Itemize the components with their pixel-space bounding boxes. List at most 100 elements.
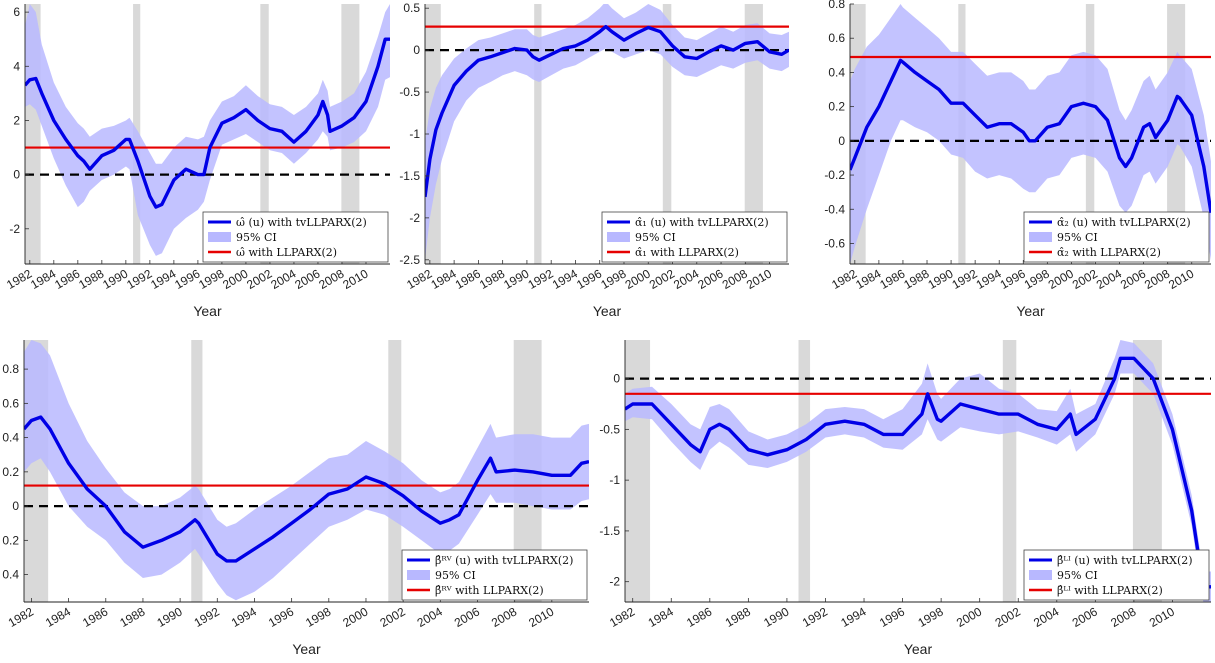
legend-entry-label: 95% CI (635, 231, 676, 244)
legend: β̂ᴸᴵ (u) with tvLLPARX(2) 95% CI β̂ᴸᴵ with… (1023, 549, 1210, 601)
recession-band (744, 4, 763, 264)
y-tick-label: 0.2 (2, 533, 19, 547)
y-tick-label: -2.5 (399, 253, 420, 267)
estimate-line (425, 24, 789, 198)
x-tick-label: 2000 (340, 604, 370, 630)
chart-panel-alpha2: -0.6-0.4-0.200.20.40.60.8198219841986198… (824, 0, 1211, 319)
x-tick-label: 2010 (744, 266, 774, 292)
ci-band (25, 4, 390, 256)
legend-entry-label: α̂₁ with LLPARX(2) (635, 246, 739, 259)
y-tick-label: 0.8 (828, 0, 845, 11)
estimate-line (24, 415, 589, 563)
y-tick-label: -1 (409, 127, 420, 141)
y-tick-label: -0.2 (824, 168, 845, 182)
recession-band (191, 340, 203, 602)
x-tick-label: 1990 (154, 604, 184, 630)
x-axis-label: Year (593, 303, 622, 319)
y-tick-label: 4 (13, 59, 20, 73)
y-tick-label: 0.6 (828, 31, 845, 45)
x-tick-label: 1992 (192, 604, 222, 630)
legend-swatch-ci (1029, 570, 1052, 580)
legend-swatch-ci (607, 232, 630, 242)
y-tick-label: 2 (13, 113, 20, 127)
x-tick-label: 1988 (723, 604, 753, 630)
ci-band (625, 340, 1211, 602)
x-tick-label: 2002 (378, 604, 408, 630)
x-tick-label: 1996 (877, 604, 907, 630)
x-tick-label: 2008 (1108, 604, 1138, 630)
chart-panel-alpha1: -2.5-2-1.5-1-0.500.519821984198619881990… (399, 1, 789, 319)
y-tick-label: 0.2 (2, 465, 19, 479)
plot-area (850, 4, 1211, 264)
legend-entry-label: β̂ᴸᴵ (u) with tvLLPARX(2) (1057, 554, 1193, 567)
legend: ω̂ (u) with tvLLPARX(2) 95% CI ω̂ with LLP… (202, 211, 389, 263)
ci-band (425, 4, 789, 260)
x-tick-label: 1984 (43, 604, 73, 630)
y-tick-label: -2 (609, 575, 620, 589)
y-tick-label: -0.5 (399, 85, 420, 99)
recession-band (625, 340, 651, 602)
estimate-line (625, 356, 1211, 589)
legend-box (202, 211, 389, 263)
x-axis-label: Year (904, 641, 933, 657)
y-tick-label: -1.5 (599, 524, 620, 538)
y-tick-label: 0.4 (2, 568, 19, 582)
x-tick-label: 2000 (954, 604, 984, 630)
x-tick-label: 2004 (1031, 604, 1061, 630)
x-tick-label: 2010 (1147, 604, 1177, 630)
x-axis-label: Year (193, 303, 222, 319)
x-tick-label: 2010 (1166, 266, 1196, 292)
legend-entry-label: 95% CI (435, 569, 476, 582)
legend-entry-label: 95% CI (236, 231, 277, 244)
y-tick-label: 0.5 (403, 1, 420, 15)
y-tick-label: -0.6 (824, 236, 845, 250)
legend-entry-label: ω̂ with LLPARX(2) (236, 246, 337, 259)
x-tick-label: 1992 (800, 604, 830, 630)
ci-band (24, 340, 589, 601)
y-tick-label: 0.2 (828, 100, 845, 114)
legend-box (401, 549, 588, 601)
x-tick-label: 2006 (452, 604, 482, 630)
x-axis-label: Year (292, 641, 321, 657)
x-tick-label: 2002 (993, 604, 1023, 630)
x-axis-label: Year (1016, 303, 1045, 319)
x-tick-label: 1990 (761, 604, 791, 630)
y-tick-label: -1 (609, 473, 620, 487)
x-tick-label: 2008 (489, 604, 519, 630)
x-tick-label: 2004 (415, 604, 445, 630)
x-tick-label: 1986 (80, 604, 110, 630)
legend: β̂ᴿⱽ (u) with tvLLPARX(2) 95% CI β̂ᴿⱽ with… (401, 549, 588, 601)
y-tick-label: 0.6 (2, 396, 19, 410)
y-tick-label: 0 (413, 43, 420, 57)
legend-box (601, 211, 788, 263)
y-tick-label: -2 (409, 211, 420, 225)
x-tick-label: 1986 (684, 604, 714, 630)
plot-area (425, 4, 789, 264)
y-tick-label: 6 (13, 5, 20, 19)
y-tick-label: 0.4 (828, 65, 845, 79)
ci-band (850, 4, 1211, 264)
plot-area (25, 4, 390, 264)
x-tick-label: 1996 (266, 604, 296, 630)
y-tick-label: 0 (12, 499, 19, 513)
y-tick-label: 0.8 (2, 362, 19, 376)
recession-band (662, 4, 672, 264)
x-tick-label: 1988 (117, 604, 147, 630)
x-tick-label: 2010 (340, 266, 370, 292)
legend-entry-label: α̂₂ with LLPARX(2) (1057, 246, 1161, 259)
y-tick-label: 0 (838, 134, 845, 148)
legend-swatch-ci (407, 570, 430, 580)
chart-panel-omega: -202461982198419861988199019921994199619… (4, 4, 390, 319)
legend-entry-label: 95% CI (1057, 231, 1098, 244)
y-tick-label: -0.5 (599, 422, 620, 436)
x-tick-label: 2010 (526, 604, 556, 630)
y-tick-label: -2 (9, 222, 20, 236)
legend-swatch-ci (208, 232, 231, 242)
x-tick-label: 2006 (1070, 604, 1100, 630)
x-tick-label: 1994 (229, 604, 259, 630)
x-tick-label: 1998 (303, 604, 333, 630)
x-tick-label: 1994 (838, 604, 868, 630)
legend-entry-label: β̂ᴿⱽ with LLPARX(2) (435, 584, 544, 597)
legend-entry-label: α̂₁ (u) with tvLLPARX(2) (635, 216, 769, 229)
chart-panel-beta-rv: 0.4 0.2 0 0.2 0.4 0.6 0.8 1982 1984 1986 1988 1990 1… (2, 340, 589, 657)
